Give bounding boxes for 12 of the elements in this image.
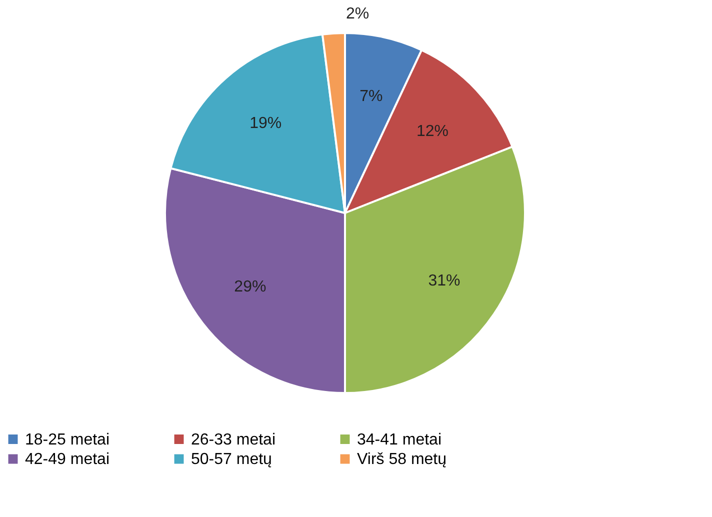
data-label: 7% <box>360 88 383 105</box>
legend-label: 26-33 metai <box>191 431 276 448</box>
data-label: 31% <box>428 272 460 290</box>
data-label: 29% <box>234 278 266 296</box>
data-label: 12% <box>416 122 448 140</box>
data-label: 19% <box>250 114 282 132</box>
legend-label: 34-41 metai <box>357 431 442 448</box>
legend-label: 18-25 metai <box>25 431 110 448</box>
data-label: 2% <box>346 5 370 22</box>
legend-label: Virš 58 metų <box>357 451 447 468</box>
legend-label: 50-57 metų <box>191 451 272 468</box>
legend-label: 42-49 metai <box>25 451 110 468</box>
